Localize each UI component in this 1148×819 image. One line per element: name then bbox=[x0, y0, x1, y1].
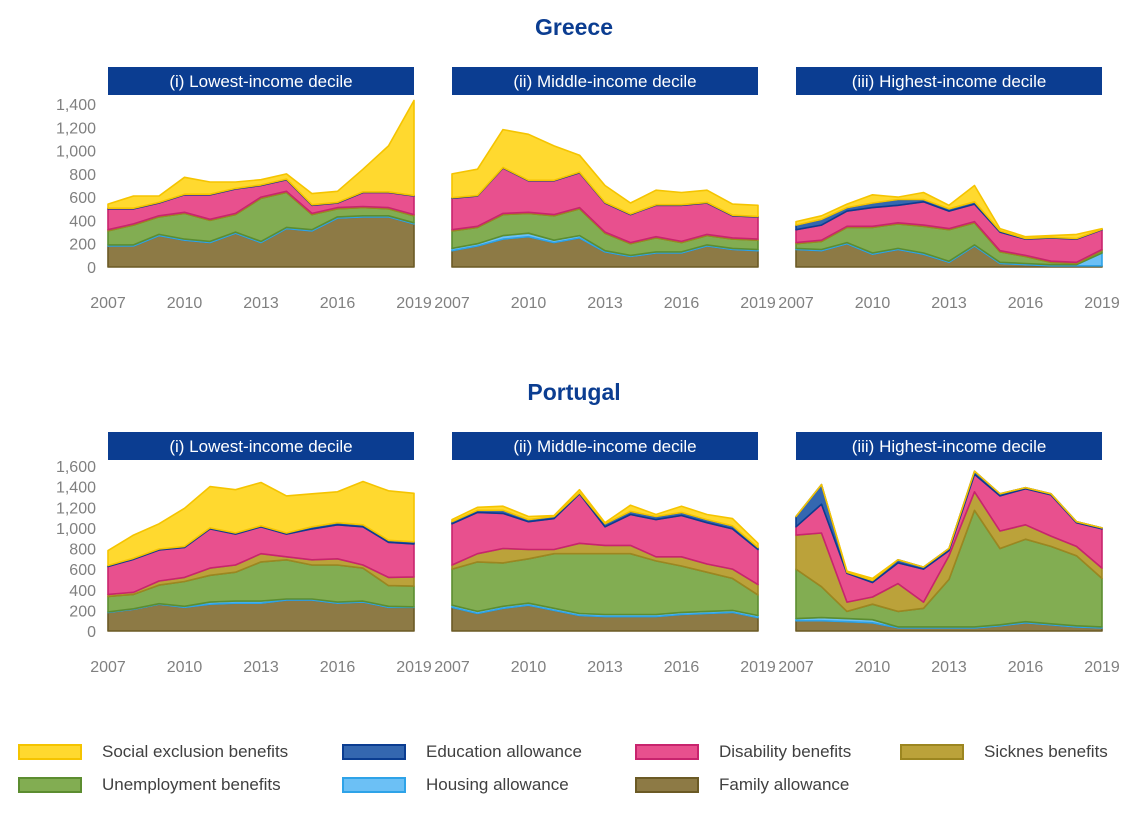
x-tick-label-portugal-2-2013: 2013 bbox=[587, 659, 623, 676]
y-tick-label-greece-0: 0 bbox=[87, 260, 96, 277]
panel-title-portugal-3: (iii) Highest-income decile bbox=[852, 437, 1047, 456]
legend-label-unemployment: Unemployment benefits bbox=[102, 775, 281, 794]
x-tick-label-greece-2-2013: 2013 bbox=[587, 295, 623, 312]
x-tick-label-greece-3-2019: 2019 bbox=[1084, 295, 1120, 312]
legend-label-housing: Housing allowance bbox=[426, 775, 569, 794]
panel-title-greece-3: (iii) Highest-income decile bbox=[852, 72, 1047, 91]
x-tick-label-portugal-1-2013: 2013 bbox=[243, 659, 279, 676]
legend-label-disability: Disability benefits bbox=[719, 742, 852, 761]
x-tick-label-portugal-3-2016: 2016 bbox=[1008, 659, 1044, 676]
x-tick-label-portugal-3-2019: 2019 bbox=[1084, 659, 1120, 676]
panel-title-portugal-2: (ii) Middle-income decile bbox=[513, 437, 696, 456]
legend-swatch-education bbox=[342, 744, 406, 760]
x-tick-label-portugal-2-2019: 2019 bbox=[740, 659, 776, 676]
legend-label-social-exclusion: Social exclusion benefits bbox=[102, 742, 289, 761]
legend-label-sickness: Sicknes benefits bbox=[984, 742, 1108, 761]
y-tick-label-portugal-2: 400 bbox=[69, 583, 96, 600]
area-social-exclusion-benefits-greece-3 bbox=[795, 184, 1103, 240]
x-tick-label-greece-1-2007: 2007 bbox=[90, 295, 126, 312]
legend-swatch-unemployment bbox=[18, 777, 82, 793]
area-social-exclusion-benefits-portugal-1 bbox=[107, 480, 415, 567]
y-tick-label-greece-2: 400 bbox=[69, 213, 96, 230]
x-tick-label-greece-3-2016: 2016 bbox=[1008, 295, 1044, 312]
legend-swatch-housing bbox=[342, 777, 406, 793]
area-social-exclusion-benefits-portugal-2 bbox=[451, 488, 759, 549]
x-tick-label-portugal-2-2010: 2010 bbox=[511, 659, 547, 676]
y-tick-label-greece-1: 200 bbox=[69, 237, 96, 254]
y-tick-label-greece-6: 1,200 bbox=[56, 120, 96, 137]
y-tick-label-portugal-5: 1,000 bbox=[56, 521, 96, 538]
y-tick-label-portugal-0: 0 bbox=[87, 624, 96, 641]
x-tick-label-portugal-1-2016: 2016 bbox=[320, 659, 356, 676]
x-tick-label-greece-3-2013: 2013 bbox=[931, 295, 967, 312]
x-tick-label-portugal-2-2007: 2007 bbox=[434, 659, 470, 676]
panel-title-greece-1: (i) Lowest-income decile bbox=[169, 72, 352, 91]
area-social-exclusion-benefits-portugal-3 bbox=[795, 470, 1103, 582]
x-tick-label-greece-2-2016: 2016 bbox=[664, 295, 700, 312]
legend-swatch-sickness bbox=[900, 744, 964, 760]
x-tick-label-greece-3-2010: 2010 bbox=[855, 295, 891, 312]
area-social-exclusion-benefits-greece-2 bbox=[451, 128, 759, 218]
x-tick-label-portugal-3-2013: 2013 bbox=[931, 659, 967, 676]
y-tick-label-portugal-7: 1,400 bbox=[56, 480, 96, 497]
x-tick-label-portugal-1-2010: 2010 bbox=[167, 659, 203, 676]
charts-canvas: (i) Lowest-income decile 0 200 400 600 800 1,0… bbox=[56, 67, 1120, 676]
panel-title-greece-2: (ii) Middle-income decile bbox=[513, 72, 696, 91]
y-tick-label-greece-3: 600 bbox=[69, 190, 96, 207]
x-tick-label-greece-3-2007: 2007 bbox=[778, 295, 814, 312]
x-tick-label-greece-2-2007: 2007 bbox=[434, 295, 470, 312]
panel-header-portugal-1 bbox=[108, 432, 414, 460]
x-tick-label-greece-1-2016: 2016 bbox=[320, 295, 356, 312]
y-tick-label-portugal-6: 1,200 bbox=[56, 500, 96, 517]
panel-header-greece-1 bbox=[108, 67, 414, 95]
x-tick-label-portugal-3-2007: 2007 bbox=[778, 659, 814, 676]
legend-label-family: Family allowance bbox=[719, 775, 850, 794]
x-tick-label-portugal-3-2010: 2010 bbox=[855, 659, 891, 676]
x-tick-label-portugal-1-2019: 2019 bbox=[396, 659, 432, 676]
legend-swatch-disability bbox=[635, 744, 699, 760]
panel-header-greece-3 bbox=[796, 67, 1102, 95]
x-tick-label-portugal-2-2016: 2016 bbox=[664, 659, 700, 676]
country-title-greece: Greece bbox=[534, 14, 613, 40]
y-tick-label-greece-5: 1,000 bbox=[56, 144, 96, 161]
x-tick-label-greece-2-2010: 2010 bbox=[511, 295, 547, 312]
y-tick-label-portugal-1: 200 bbox=[69, 603, 96, 620]
y-tick-label-portugal-4: 800 bbox=[69, 542, 96, 559]
x-tick-label-greece-1-2019: 2019 bbox=[396, 295, 432, 312]
area-social-exclusion-benefits-greece-1 bbox=[107, 99, 415, 209]
x-tick-label-greece-2-2019: 2019 bbox=[740, 295, 776, 312]
y-tick-label-portugal-3: 600 bbox=[69, 562, 96, 579]
panel-header-greece-2 bbox=[452, 67, 758, 95]
panel-title-portugal-1: (i) Lowest-income decile bbox=[169, 437, 352, 456]
country-title-portugal: Portugal bbox=[527, 379, 621, 405]
legend-label-education: Education allowance bbox=[426, 742, 582, 761]
y-tick-label-greece-7: 1,400 bbox=[56, 97, 96, 114]
legend-swatch-family bbox=[635, 777, 699, 793]
legend-swatch-social-exclusion bbox=[18, 744, 82, 760]
panel-header-portugal-3 bbox=[796, 432, 1102, 460]
legend: Social exclusion benefits Education allo… bbox=[18, 742, 1138, 802]
x-tick-label-greece-1-2013: 2013 bbox=[243, 295, 279, 312]
x-tick-label-portugal-1-2007: 2007 bbox=[90, 659, 126, 676]
x-tick-label-greece-1-2010: 2010 bbox=[167, 295, 203, 312]
panel-header-portugal-2 bbox=[452, 432, 758, 460]
y-tick-label-portugal-8: 1,600 bbox=[56, 459, 96, 476]
y-tick-label-greece-4: 800 bbox=[69, 167, 96, 184]
